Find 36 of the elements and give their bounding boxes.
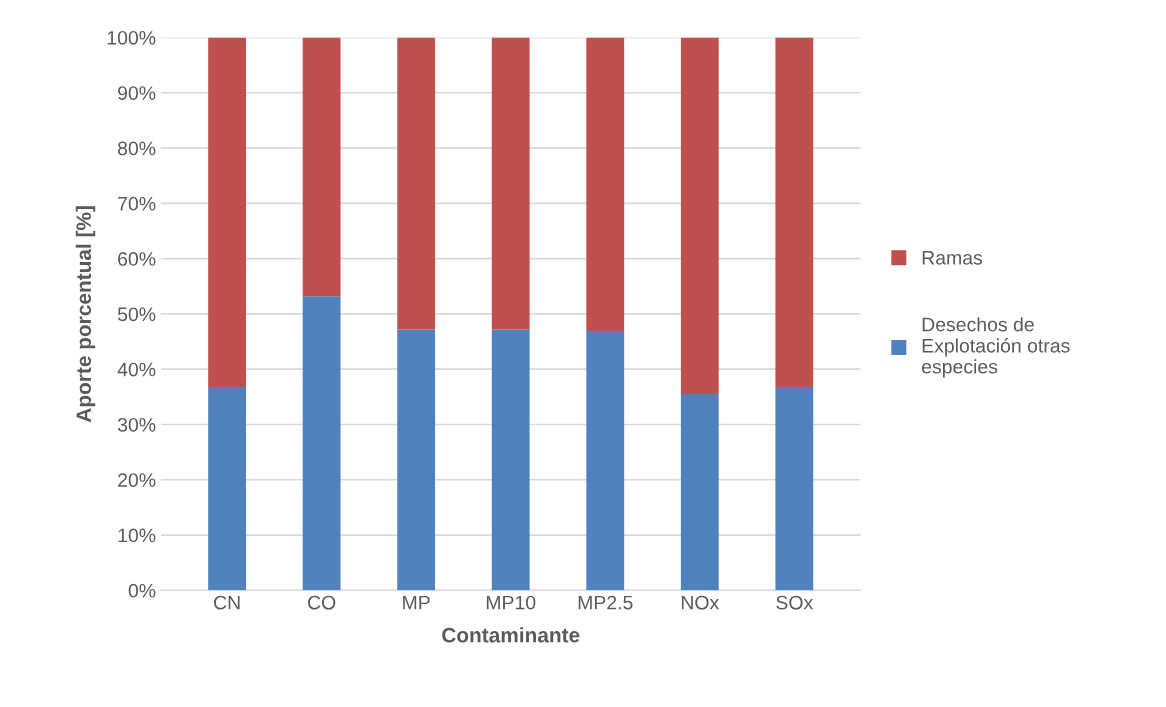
bar: [208, 386, 246, 591]
bar: [208, 37, 246, 387]
bar: [680, 37, 719, 395]
bar: [491, 329, 530, 591]
x-tick-label: MP: [403, 595, 430, 610]
x-tick-label: CO: [308, 595, 336, 610]
y-tick-label: 20%: [118, 473, 156, 488]
bar: [491, 37, 530, 330]
y-tick-label: 10%: [118, 528, 156, 543]
y-tick-label: 30%: [117, 417, 156, 432]
bar: [586, 331, 625, 591]
y-tick-label: 40%: [117, 362, 156, 377]
bar: [397, 329, 436, 591]
x-axis-title: Contaminante: [442, 627, 580, 643]
bar: [775, 386, 814, 591]
x-tick-label: MP2.5: [578, 595, 633, 610]
y-tick-label: 60%: [118, 252, 156, 266]
bar: [397, 37, 436, 330]
x-tick-label: NOx: [681, 595, 720, 610]
x-tick-label: SOx: [776, 595, 814, 610]
bar: [775, 37, 814, 387]
x-tick-label: MP10: [486, 595, 536, 610]
x-tick-label: CN: [214, 595, 240, 610]
bar: [302, 37, 341, 297]
y-tick-label: 0%: [128, 583, 156, 598]
y-axis-title: Aporte porcentual [%]: [75, 206, 96, 423]
bar: [302, 296, 341, 591]
y-tick-label: 80%: [117, 141, 156, 156]
bar: [586, 37, 625, 332]
y-tick-label: 90%: [118, 86, 156, 100]
legend-label: Desechos de Explotación otras especies: [921, 317, 1070, 378]
y-tick-label: 100%: [107, 30, 156, 45]
bar: [680, 394, 719, 591]
legend-label: Ramas: [922, 251, 983, 265]
y-tick-label: 70%: [118, 196, 156, 211]
y-tick-label: 50%: [117, 307, 156, 322]
